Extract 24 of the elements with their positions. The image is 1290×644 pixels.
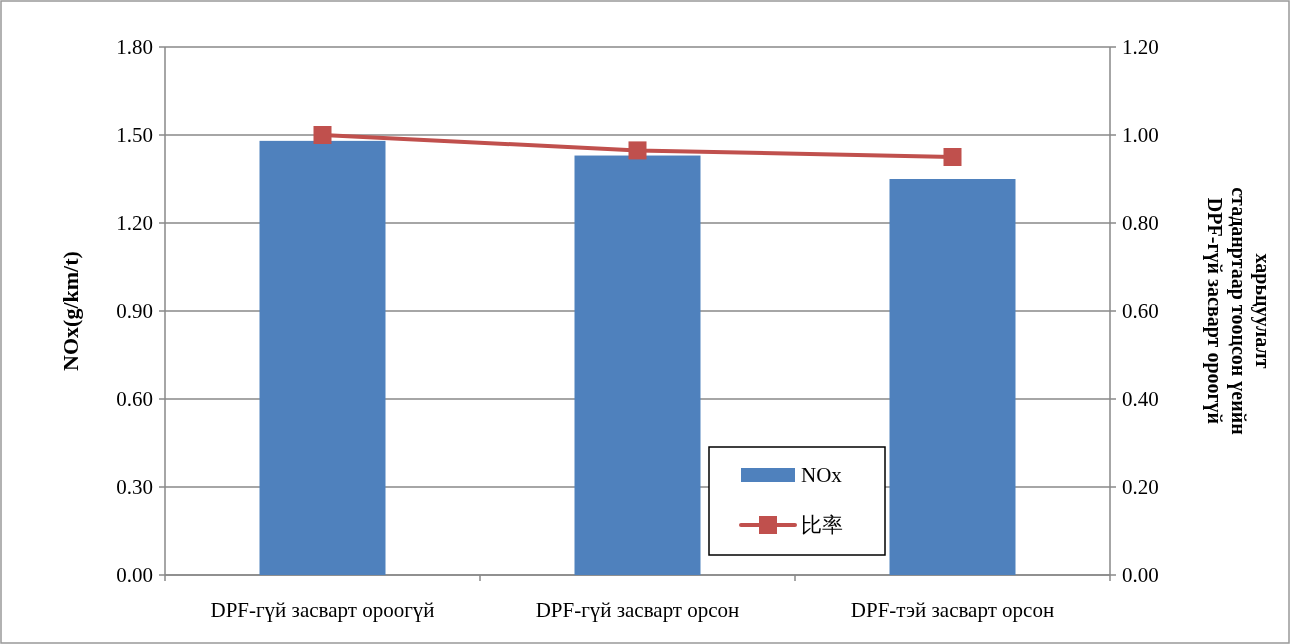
y2-tick-label: 0.20 (1122, 475, 1159, 499)
y-tick-label: 1.20 (116, 211, 153, 235)
y2-tick-label: 0.00 (1122, 563, 1159, 587)
point (313, 126, 332, 144)
y-tick-label: 1.50 (116, 123, 153, 147)
point (943, 148, 962, 166)
y-tick-label: 0.90 (116, 299, 153, 323)
y-tick-label: 0.00 (116, 563, 153, 587)
y-axis-title: NOx(g/km/t) (58, 251, 83, 371)
x-tick-label: DPF-тэй засварт орсон (850, 598, 1055, 622)
y2-tick-label: 0.80 (1122, 211, 1159, 235)
y-tick-label: 0.60 (116, 387, 153, 411)
legend-label: NOx (801, 463, 843, 487)
y2-axis-title: DPF-гүй засварт ороогүй стаданртаар тооцсон үеийн харьцуулалт (1203, 187, 1274, 435)
y2-tick-label: 0.60 (1122, 299, 1159, 323)
y2-tick-label: 0.40 (1122, 387, 1159, 411)
x-tick-label: DPF-гүй засварт ороогүй (210, 598, 435, 622)
point (628, 141, 647, 160)
y2-tick-label: 1.00 (1122, 123, 1159, 147)
y-tick-label: 0.30 (116, 475, 153, 499)
x-tick-label: DPF-гүй засварт орсон (535, 598, 740, 622)
legend-label: 比率 (801, 513, 843, 537)
y-tick-label: 1.80 (116, 35, 153, 59)
y2-tick-label: 1.20 (1122, 35, 1159, 59)
